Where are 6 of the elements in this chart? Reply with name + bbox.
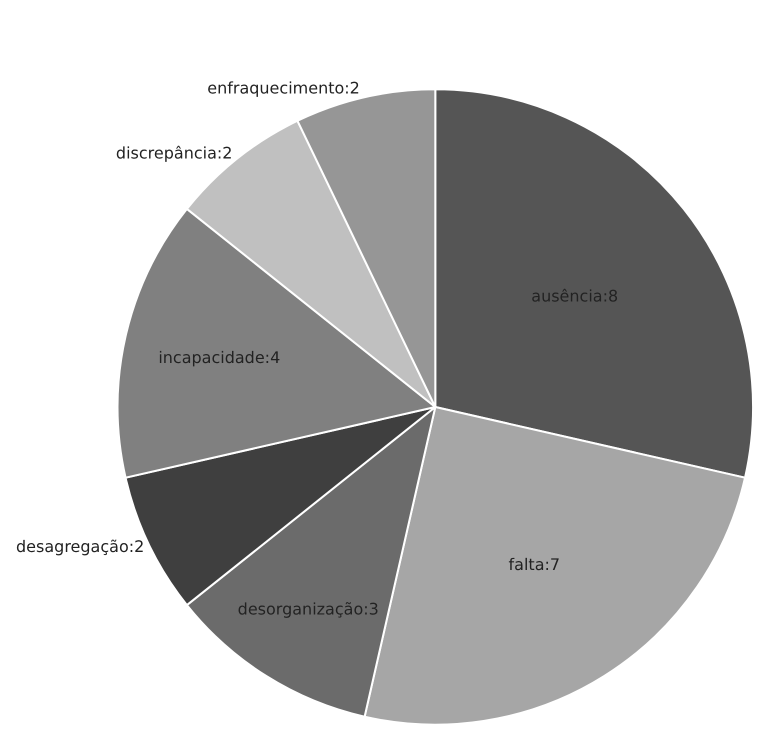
slice-label: incapacidade:4 [158,348,280,368]
slice-label: enfraquecimento:2 [207,78,360,98]
slice-label: desorganização:3 [238,600,379,619]
slice-label: falta:7 [508,555,560,574]
slice-label: desagregação:2 [16,537,144,556]
slice-label: discrepância:2 [116,143,232,162]
